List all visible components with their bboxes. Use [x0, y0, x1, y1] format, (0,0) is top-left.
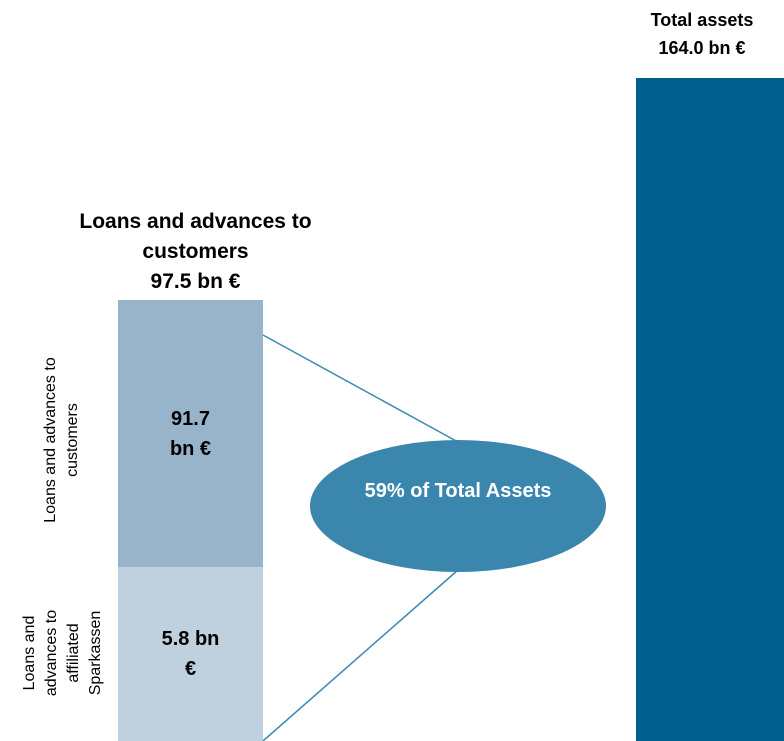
segment-customers: 91.7 bn €: [118, 300, 263, 567]
connector-line: [262, 334, 459, 443]
total-value: 164.0 bn €: [658, 38, 746, 58]
callout-text: 59% of Total Assets: [364, 480, 552, 502]
total-bar: [636, 78, 784, 741]
connector-line: [262, 569, 459, 741]
loans-value: 97.5 bn €: [150, 270, 241, 293]
callout-ellipse: [310, 440, 606, 572]
loans-title: Loans and advances to customers: [79, 210, 312, 263]
segment-sparkassen: 5.8 bn €: [118, 567, 263, 741]
total-title: Total assets: [650, 10, 754, 30]
